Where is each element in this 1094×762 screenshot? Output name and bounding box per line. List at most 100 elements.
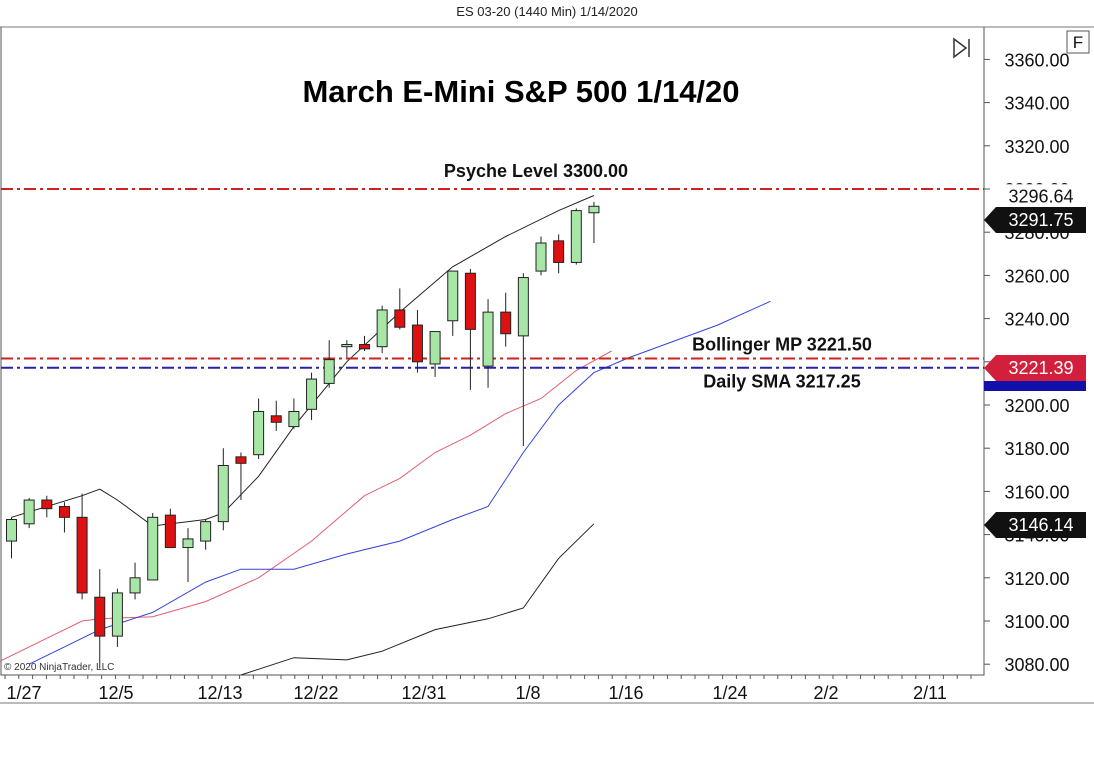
price-badges: 3296.64 3291.75 3221.39 3146.14: [984, 184, 1086, 538]
upper-line: [11, 195, 595, 527]
y-tick-label: 3340.00: [1004, 94, 1069, 114]
indicator-lines: [0, 195, 771, 676]
candle-body: [411, 324, 423, 363]
daily-sma-badge: [984, 381, 1086, 391]
chart-window-caption: ES 03-20 (1440 Min) 1/14/2020: [456, 4, 638, 19]
y-tick-label: 3080.00: [1004, 655, 1069, 675]
candle-body: [6, 518, 17, 542]
daily-sma-label: Daily SMA 3217.25: [703, 372, 860, 392]
candle-body: [182, 538, 194, 549]
f-button[interactable]: F: [1066, 30, 1090, 54]
y-tick-label: 3200.00: [1004, 396, 1069, 416]
candle: [429, 331, 441, 377]
candle-body: [341, 344, 353, 348]
candle-body: [200, 521, 212, 542]
candle: [341, 340, 353, 358]
candle-body: [41, 499, 53, 510]
candle-body: [76, 516, 88, 594]
candle: [6, 517, 17, 559]
candle: [306, 372, 318, 421]
candle-body: [235, 456, 247, 464]
candle: [359, 335, 370, 351]
candle-body: [482, 311, 494, 367]
candle-body: [253, 410, 265, 456]
candle-body: [306, 378, 318, 410]
candle: [253, 398, 265, 459]
candle: [111, 588, 123, 647]
x-tick-label: 12/31: [401, 683, 446, 703]
candle: [411, 309, 423, 373]
y-tick-label: 3320.00: [1004, 137, 1069, 157]
lower-band-badge-shape: [984, 512, 1086, 538]
candle-body: [429, 331, 441, 365]
candle: [570, 208, 582, 265]
upper-band-badge-text: 3296.64: [1008, 186, 1073, 206]
x-tick-label: 1/24: [712, 683, 747, 703]
candle: [323, 340, 335, 388]
candle-body: [394, 309, 406, 328]
x-tick-label: 12/22: [293, 683, 338, 703]
candle-body: [111, 592, 123, 637]
candle-body: [500, 311, 512, 335]
candle: [535, 236, 547, 276]
skip-to-end-icon[interactable]: [953, 37, 970, 59]
candle: [270, 400, 282, 431]
x-tick-label: 1/16: [608, 683, 643, 703]
psyche-level-label: Psyche Level 3300.00: [444, 161, 628, 181]
candle-body: [217, 464, 229, 523]
candle-body: [553, 240, 565, 263]
candle: [129, 562, 141, 600]
x-tick-label: 12/5: [98, 683, 133, 703]
upper-band-badge: 3296.64: [990, 184, 1084, 207]
candle: [394, 288, 406, 330]
candle: [288, 398, 300, 429]
candle-body: [94, 596, 106, 637]
candle: [500, 292, 512, 347]
lower-band-badge-text: 3146.14: [1008, 515, 1073, 535]
candle: [182, 528, 194, 583]
candle-body: [570, 210, 582, 263]
copyright-text: © 2020 NinjaTrader, LLC: [4, 662, 114, 673]
candle-body: [517, 277, 529, 337]
candle-body: [535, 242, 547, 272]
candle: [447, 270, 459, 336]
candle: [58, 502, 70, 533]
f-button-label: F: [1073, 33, 1083, 52]
y-tick-label: 3180.00: [1004, 439, 1069, 459]
candle: [464, 268, 476, 390]
bollinger-badge-text: 3221.39: [1008, 358, 1073, 378]
x-axis: 1/27 12/5 12/13 12/22 12/31 1/8 1/16 1/24 2/2 2/1…: [4, 675, 972, 703]
blue-line: [28, 300, 771, 665]
candle: [235, 452, 247, 501]
lower-band-badge: 3146.14: [984, 512, 1086, 538]
candle: [76, 493, 88, 600]
candle-body: [588, 205, 600, 214]
candle-body: [270, 415, 282, 423]
candle: [41, 495, 53, 518]
candle: [164, 508, 176, 549]
candle: [376, 305, 388, 354]
candle: [482, 299, 494, 388]
candle-body: [447, 270, 459, 322]
candle: [588, 201, 600, 243]
candle-body: [58, 506, 70, 518]
x-tick-label: 2/11: [913, 683, 947, 703]
x-tick-label: 12/13: [197, 683, 242, 703]
candle: [217, 448, 229, 531]
y-tick-label: 3160.00: [1004, 482, 1069, 502]
bollinger-mp-label: Bollinger MP 3221.50: [692, 335, 872, 355]
y-tick-label: 3240.00: [1004, 310, 1069, 330]
candle-body: [359, 344, 370, 350]
candle-body: [464, 272, 476, 330]
y-tick-label: 3100.00: [1004, 612, 1069, 632]
candle: [23, 497, 35, 529]
upper-band-badge-bg: [990, 184, 1084, 207]
lower-line: [240, 523, 595, 676]
y-tick-label: 3260.00: [1004, 266, 1069, 286]
chart-title: March E-Mini S&P 500 1/14/20: [302, 74, 739, 109]
candle: [553, 234, 565, 274]
last-price-badge: 3291.75: [984, 207, 1086, 233]
candle: [517, 273, 529, 447]
x-tick-label: 1/8: [515, 683, 540, 703]
